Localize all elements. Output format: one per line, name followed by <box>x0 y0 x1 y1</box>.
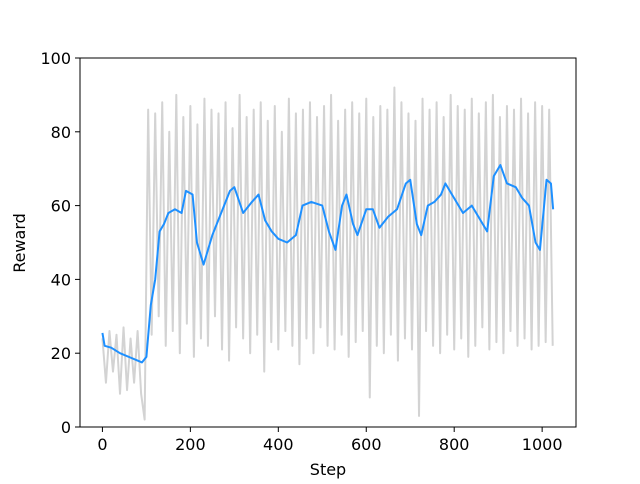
x-axis-label: Step <box>310 460 346 479</box>
y-tick-label: 0 <box>61 418 71 437</box>
plot-frame <box>79 57 577 428</box>
y-tick-label: 100 <box>40 49 71 68</box>
y-tick-label: 60 <box>51 197 71 216</box>
y-tick-label: 40 <box>51 270 71 289</box>
series-line <box>101 164 555 364</box>
y-axis-label: Reward <box>10 213 29 273</box>
x-tick-label: 0 <box>97 435 107 454</box>
y-tick-label: 20 <box>51 344 71 363</box>
x-tick-label: 600 <box>351 435 382 454</box>
series-line <box>101 86 554 421</box>
x-tick-label: 200 <box>175 435 206 454</box>
x-tick-label: 800 <box>439 435 470 454</box>
x-tick-label: 400 <box>263 435 294 454</box>
x-tick-label: 1000 <box>522 435 563 454</box>
y-tick-label: 80 <box>51 123 71 142</box>
